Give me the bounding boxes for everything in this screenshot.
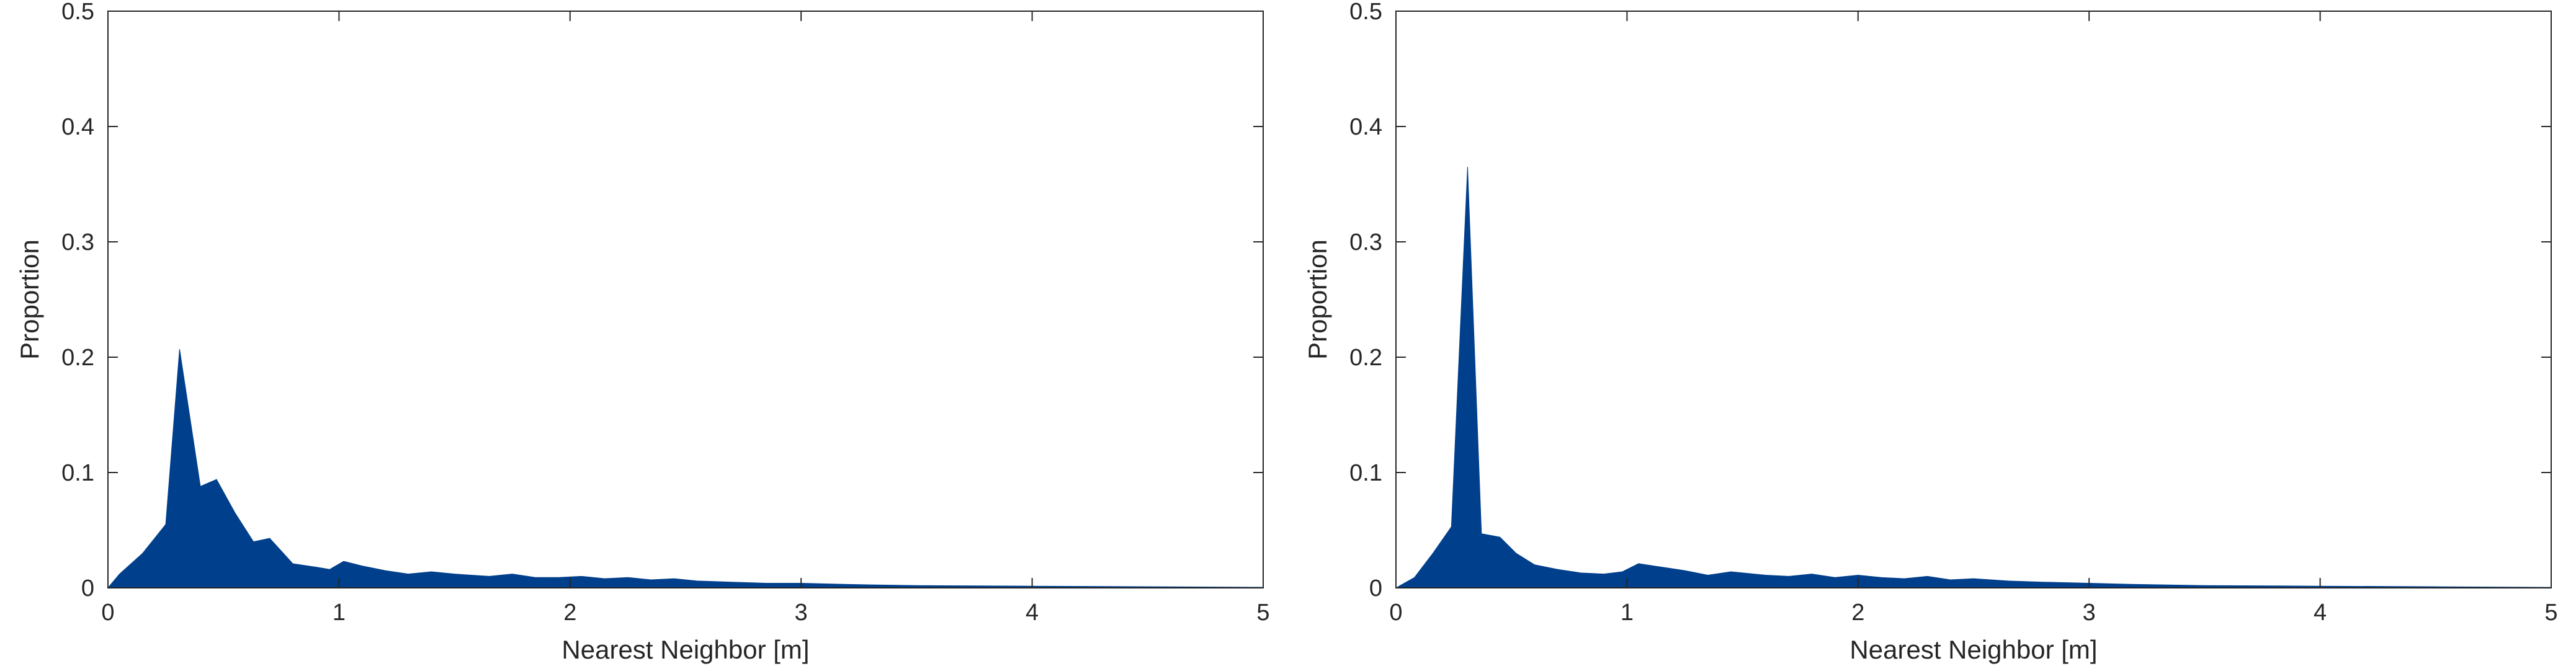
chart-svg: 0 1 2 3 4 5 0 0.1 0.2 0.3 0.4 0.5 Nearest Neighbor [… [15,0,1270,664]
y-tick-label: 0.2 [1349,345,1382,371]
chart-svg: 0 1 2 3 4 5 0 0.1 0.2 0.3 0.4 0.5 Nearest Neighbor [… [1303,0,2558,664]
x-tick-label: 5 [2544,600,2557,626]
y-tick-label: 0.4 [1349,114,1382,140]
x-tick-label: 1 [1621,600,1634,626]
y-tick-label: 0.5 [61,0,94,25]
x-tick-label: 2 [563,600,576,626]
x-tick-label: 3 [795,600,808,626]
x-tick-label: 4 [1026,600,1039,626]
x-tick-label: 0 [101,600,114,626]
y-tick-label: 0.3 [1349,229,1382,255]
x-axis-label: Nearest Neighbor [m] [561,635,809,664]
y-axis-label: Proportion [1303,239,1332,360]
y-tick-label: 0.2 [61,345,94,371]
y-tick-label: 0.4 [61,114,94,140]
y-tick-label: 0 [1369,575,1382,602]
x-tick-label: 2 [1851,600,1864,626]
area-series [1395,167,2552,588]
chart-right: 0 1 2 3 4 5 0 0.1 0.2 0.3 0.4 0.5 Nearest Neighbor [… [1288,0,2576,666]
y-tick-label: 0.1 [61,460,94,486]
chart-left: 0 1 2 3 4 5 0 0.1 0.2 0.3 0.4 0.5 Nearest Neighbor [… [15,0,1270,664]
y-axis-label: Proportion [15,239,44,360]
y-tick-label: 0.3 [61,229,94,255]
y-tick-label: 0.5 [1349,0,1382,25]
y-tick-label: 0 [81,575,94,602]
y-tick-label: 0.1 [1349,460,1382,486]
x-tick-label: 1 [333,600,346,626]
x-axis-label: Nearest Neighbor [m] [1849,635,2097,664]
axes-box [107,11,1264,588]
x-tick-label: 4 [2314,600,2327,626]
x-tick-label: 5 [1256,600,1269,626]
area-series [107,349,1264,588]
axes-box [1395,11,2552,588]
x-tick-label: 3 [2083,600,2096,626]
x-tick-label: 0 [1389,600,1402,626]
